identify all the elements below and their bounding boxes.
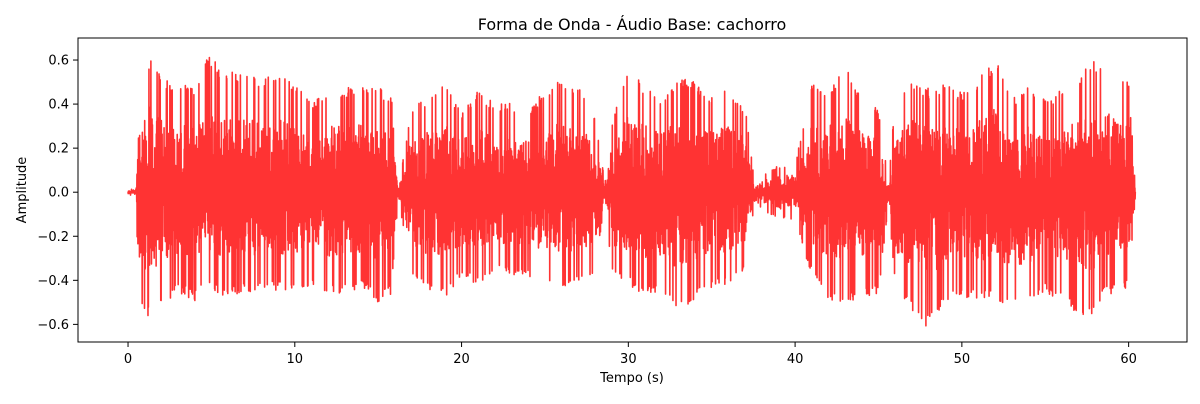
y-tick-label: −0.2 (37, 230, 69, 245)
x-tick-label: 30 (620, 352, 637, 367)
waveform-line (127, 56, 1137, 327)
x-tick-label: 50 (954, 352, 971, 367)
y-tick-label: 0.4 (48, 98, 69, 113)
chart-title: Forma de Onda - Áudio Base: cachorro (478, 15, 787, 34)
x-tick-label: 20 (453, 352, 470, 367)
x-tick-label: 40 (787, 352, 804, 367)
y-tick-label: −0.4 (37, 274, 69, 289)
x-tick-label: 60 (1120, 352, 1137, 367)
axes-frame (77, 37, 1188, 343)
y-tick-label: 0.2 (48, 142, 69, 157)
x-tick-label: 10 (287, 352, 304, 367)
x-axis-ticks: 0 10 20 30 40 50 60 (124, 342, 1137, 367)
x-tick-label: 0 (124, 352, 132, 367)
y-tick-label: −0.6 (37, 318, 69, 333)
x-axis-label: Tempo (s) (599, 371, 664, 386)
y-axis-label: Amplitude (15, 157, 30, 224)
y-tick-label: 0.6 (48, 54, 69, 69)
y-axis-ticks: −0.6 −0.4 −0.2 0.0 0.2 0.4 0.6 (37, 54, 78, 333)
y-tick-label: 0.0 (48, 186, 69, 201)
